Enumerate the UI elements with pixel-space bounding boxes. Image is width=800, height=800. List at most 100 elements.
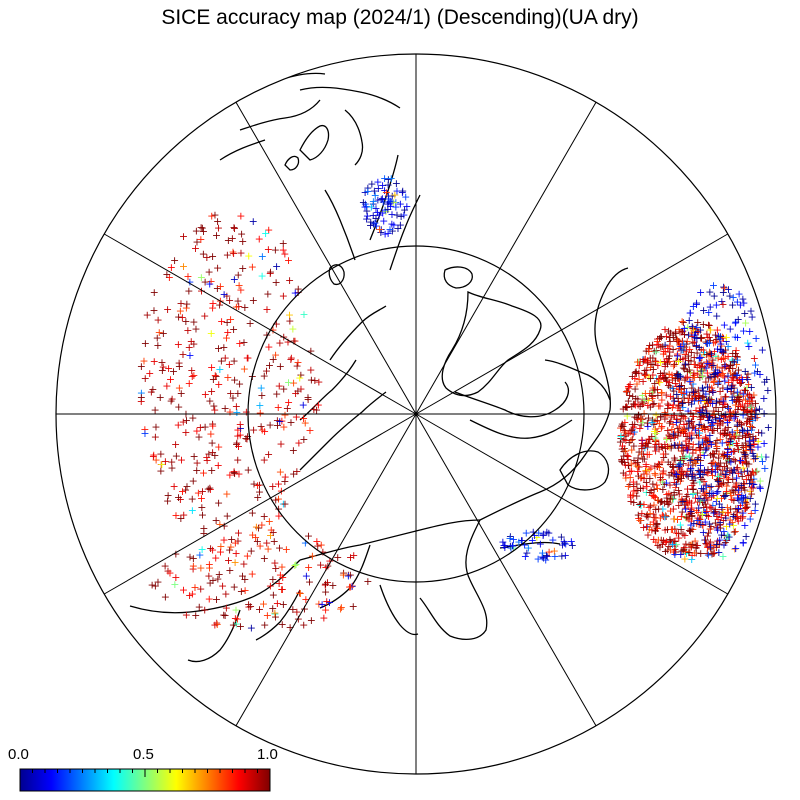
accuracy-marker: +	[729, 494, 738, 507]
accuracy-marker: +	[697, 473, 706, 486]
accuracy-marker: +	[151, 430, 160, 443]
accuracy-marker: +	[684, 415, 693, 428]
accuracy-marker: +	[233, 535, 242, 548]
accuracy-marker: +	[716, 468, 725, 481]
accuracy-marker: +	[735, 426, 744, 439]
accuracy-marker: +	[249, 478, 258, 491]
accuracy-marker: +	[711, 335, 720, 348]
accuracy-marker: +	[244, 600, 253, 613]
accuracy-marker: +	[661, 371, 670, 384]
accuracy-marker: +	[641, 369, 650, 382]
accuracy-marker: +	[703, 423, 712, 436]
accuracy-marker: +	[641, 387, 650, 400]
accuracy-marker: +	[713, 522, 722, 535]
accuracy-marker: +	[212, 617, 221, 630]
accuracy-marker: +	[678, 397, 687, 410]
accuracy-marker: +	[703, 337, 712, 350]
accuracy-marker: +	[739, 404, 748, 417]
accuracy-marker: +	[733, 491, 742, 504]
accuracy-marker: +	[691, 491, 700, 504]
accuracy-marker: +	[716, 330, 725, 343]
accuracy-marker: +	[688, 468, 697, 481]
accuracy-marker: +	[753, 440, 762, 453]
accuracy-marker: +	[647, 430, 656, 443]
accuracy-marker: +	[308, 549, 317, 562]
accuracy-marker: +	[288, 603, 297, 616]
accuracy-marker: +	[539, 552, 548, 565]
accuracy-marker: +	[673, 467, 682, 480]
accuracy-marker: +	[214, 496, 223, 509]
accuracy-marker: +	[639, 498, 648, 511]
accuracy-marker: +	[700, 505, 709, 518]
accuracy-marker: +	[648, 358, 657, 371]
accuracy-marker: +	[648, 369, 657, 382]
accuracy-marker: +	[735, 373, 744, 386]
accuracy-marker: +	[285, 308, 294, 321]
accuracy-marker: +	[669, 392, 678, 405]
accuracy-marker: +	[665, 376, 674, 389]
accuracy-marker: +	[362, 212, 371, 225]
accuracy-marker: +	[747, 443, 756, 456]
accuracy-marker: +	[645, 472, 654, 485]
accuracy-marker: +	[705, 487, 714, 500]
accuracy-marker: +	[674, 399, 683, 412]
accuracy-marker: +	[696, 441, 705, 454]
accuracy-marker: +	[218, 580, 227, 593]
accuracy-marker: +	[698, 360, 707, 373]
accuracy-marker: +	[694, 383, 703, 396]
accuracy-marker: +	[197, 492, 206, 505]
accuracy-marker: +	[286, 416, 295, 429]
accuracy-marker: +	[538, 547, 547, 560]
accuracy-marker: +	[260, 510, 269, 523]
accuracy-marker: +	[226, 541, 235, 554]
accuracy-marker: +	[653, 335, 662, 348]
accuracy-marker: +	[759, 437, 768, 450]
accuracy-marker: +	[654, 372, 663, 385]
accuracy-marker: +	[697, 410, 706, 423]
accuracy-marker: +	[672, 413, 681, 426]
accuracy-marker: +	[212, 593, 221, 606]
accuracy-marker: +	[728, 394, 737, 407]
accuracy-marker: +	[683, 483, 692, 496]
accuracy-marker: +	[625, 425, 634, 438]
accuracy-marker: +	[637, 448, 646, 461]
accuracy-marker: +	[686, 503, 695, 516]
accuracy-marker: +	[736, 492, 745, 505]
accuracy-marker: +	[651, 520, 660, 533]
accuracy-marker: +	[690, 328, 699, 341]
accuracy-marker: +	[701, 516, 710, 529]
accuracy-marker: +	[322, 595, 331, 608]
accuracy-marker: +	[701, 432, 710, 445]
accuracy-marker: +	[705, 429, 714, 442]
accuracy-marker: +	[665, 417, 674, 430]
accuracy-marker: +	[636, 499, 645, 512]
accuracy-marker: +	[718, 416, 727, 429]
accuracy-marker: +	[677, 453, 686, 466]
accuracy-marker: +	[739, 445, 748, 458]
accuracy-marker: +	[234, 269, 243, 282]
accuracy-marker: +	[691, 422, 700, 435]
accuracy-marker: +	[663, 498, 672, 511]
accuracy-marker: +	[671, 467, 680, 480]
accuracy-marker: +	[312, 403, 321, 416]
accuracy-marker: +	[737, 479, 746, 492]
accuracy-marker: +	[686, 306, 695, 319]
accuracy-marker: +	[643, 448, 652, 461]
accuracy-marker: +	[736, 466, 745, 479]
accuracy-marker: +	[233, 453, 242, 466]
accuracy-marker: +	[255, 540, 264, 553]
accuracy-marker: +	[709, 507, 718, 520]
accuracy-marker: +	[652, 338, 661, 351]
accuracy-marker: +	[698, 370, 707, 383]
accuracy-marker: +	[741, 496, 750, 509]
accuracy-marker: +	[532, 531, 541, 544]
accuracy-marker: +	[657, 534, 666, 547]
accuracy-marker: +	[309, 403, 318, 416]
accuracy-marker: +	[734, 287, 743, 300]
accuracy-marker: +	[228, 232, 237, 245]
accuracy-marker: +	[225, 544, 234, 557]
accuracy-marker: +	[640, 367, 649, 380]
accuracy-marker: +	[712, 507, 721, 520]
accuracy-marker: +	[679, 452, 688, 465]
accuracy-marker: +	[705, 323, 714, 336]
